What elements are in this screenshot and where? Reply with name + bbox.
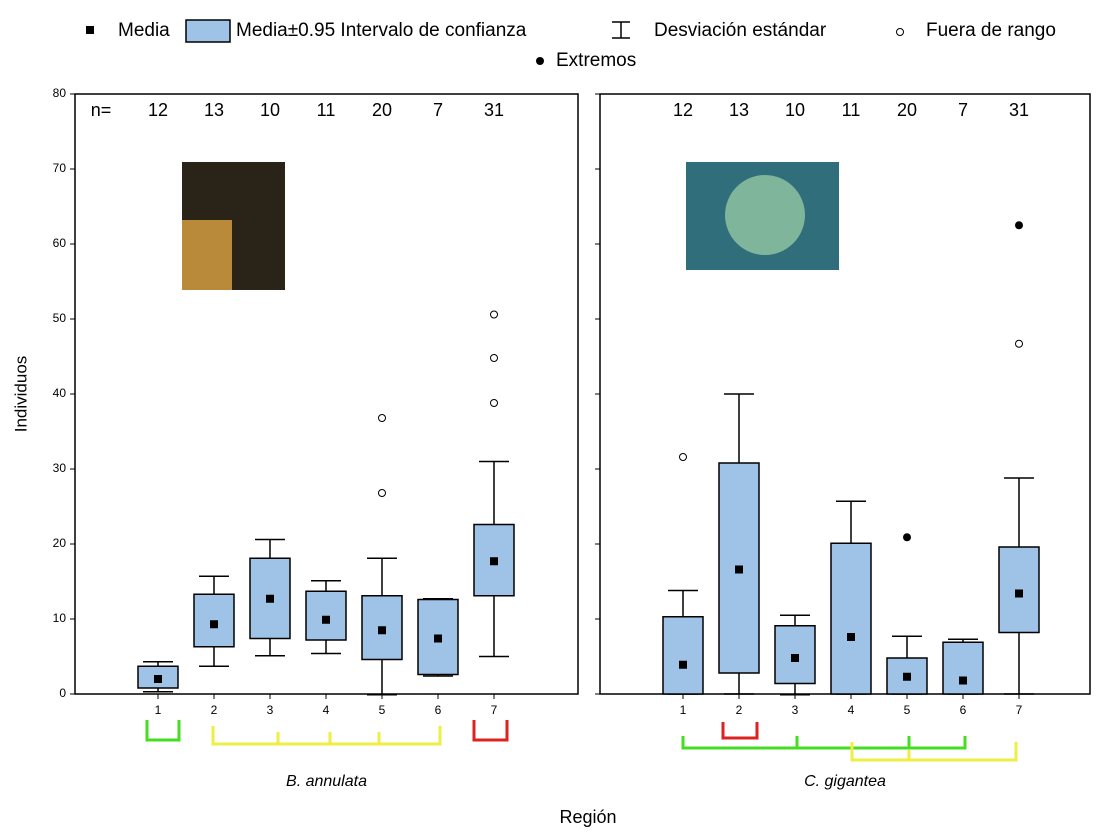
x-axis-title: Región: [559, 807, 616, 827]
ci-box: [663, 617, 703, 694]
y-tick-label: 80: [53, 86, 67, 100]
mean-marker: [322, 616, 330, 624]
n-value: 11: [842, 100, 861, 120]
legend-label: Fuera de rango: [926, 20, 1056, 41]
panel-label: B. annulata: [286, 773, 367, 790]
mean-marker: [378, 626, 386, 634]
outlier: [379, 415, 386, 422]
x-tick-label: 6: [960, 703, 967, 717]
n-value: 11: [317, 100, 336, 120]
mean-marker: [903, 673, 911, 681]
n-value: 20: [372, 100, 392, 120]
extreme: [903, 533, 911, 541]
x-tick-label: 3: [792, 703, 799, 717]
n-value: 12: [148, 100, 168, 120]
x-tick-label: 5: [904, 703, 911, 717]
n-value: 13: [204, 100, 224, 120]
mean-marker: [1015, 590, 1023, 598]
n-value: 31: [1009, 100, 1029, 120]
n-value: 7: [958, 100, 968, 120]
photo: [182, 220, 232, 290]
y-tick-label: 60: [53, 236, 67, 250]
legend-box-icon: [186, 20, 230, 42]
outlier: [491, 311, 498, 318]
legend-label: Extremos: [556, 50, 636, 71]
y-tick-label: 50: [53, 311, 67, 325]
photo: [725, 175, 805, 255]
mean-marker: [434, 635, 442, 643]
legend-mean-icon: [86, 26, 94, 34]
y-tick-label: 70: [53, 161, 67, 175]
mean-marker: [959, 677, 967, 685]
y-tick-label: 40: [53, 386, 67, 400]
legend-label: Desviación estándar: [654, 20, 827, 41]
mean-marker: [154, 675, 162, 683]
panel-label: C. gigantea: [804, 773, 886, 790]
x-tick-label: 3: [267, 703, 274, 717]
legend-label: Media±0.95 Intervalo de confianza: [236, 20, 527, 41]
mean-marker: [266, 595, 274, 603]
outlier: [491, 355, 498, 362]
x-tick-label: 1: [680, 703, 687, 717]
outlier: [1016, 340, 1023, 347]
mean-marker: [791, 654, 799, 662]
mean-marker: [490, 557, 498, 565]
chart: Media Media±0.95 Intervalo de confianza …: [0, 0, 1104, 832]
y-tick-label: 0: [59, 686, 66, 700]
x-tick-label: 4: [848, 703, 855, 717]
x-tick-label: 2: [211, 703, 218, 717]
x-tick-label: 2: [736, 703, 743, 717]
n-value: 31: [484, 100, 504, 120]
outlier: [680, 454, 687, 461]
x-tick-label: 1: [155, 703, 162, 717]
legend-whisker-icon: [612, 22, 630, 38]
n-value: 20: [897, 100, 917, 120]
n-value: 10: [260, 100, 280, 120]
mean-marker: [679, 661, 687, 669]
y-axis-title: Individuos: [11, 356, 30, 433]
ci-box: [831, 543, 871, 694]
x-tick-label: 7: [491, 703, 498, 717]
y-tick-label: 20: [53, 536, 67, 550]
n-label: n=: [91, 100, 112, 120]
outlier: [491, 400, 498, 407]
mean-marker: [210, 620, 218, 628]
n-value: 10: [785, 100, 805, 120]
mean-marker: [735, 566, 743, 574]
n-value: 7: [433, 100, 443, 120]
x-tick-label: 7: [1016, 703, 1023, 717]
outlier: [379, 490, 386, 497]
group-brackets: [147, 720, 1016, 760]
x-tick-label: 5: [379, 703, 386, 717]
extreme: [1015, 221, 1023, 229]
legend-label: Media: [118, 20, 170, 41]
x-tick-label: 4: [323, 703, 330, 717]
ci-box: [943, 642, 983, 694]
y-tick-label: 10: [53, 611, 67, 625]
legend-extreme-icon: [536, 57, 544, 65]
y-tick-label: 30: [53, 461, 67, 475]
n-value: 13: [729, 100, 749, 120]
mean-marker: [847, 633, 855, 641]
ci-box: [306, 591, 346, 640]
n-value: 12: [673, 100, 693, 120]
x-tick-label: 6: [435, 703, 442, 717]
legend-outlier-icon: [897, 29, 904, 36]
